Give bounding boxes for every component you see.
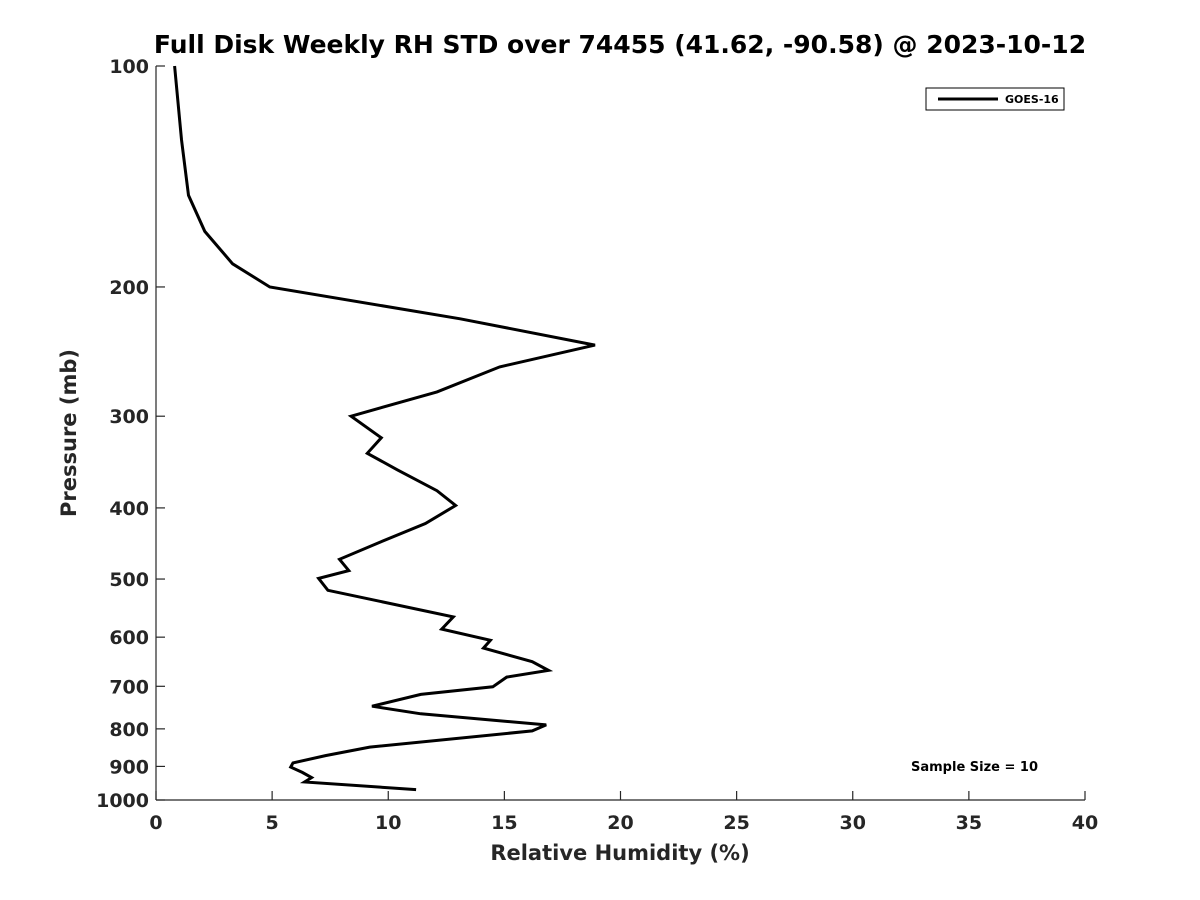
y-tick-label: 600 — [109, 627, 149, 649]
y-tick-label: 700 — [109, 676, 149, 698]
chart-title: Full Disk Weekly RH STD over 74455 (41.6… — [154, 30, 1086, 59]
x-axis-label: Relative Humidity (%) — [490, 841, 749, 865]
x-tick-label: 40 — [1072, 812, 1098, 834]
y-tick-label: 900 — [109, 756, 149, 778]
y-tick-label: 800 — [109, 719, 149, 741]
y-ticks: 100 200 300 400 500 600 700 800 900 1000 — [96, 56, 165, 812]
x-tick-label: 10 — [375, 812, 401, 834]
x-tick-label: 5 — [266, 812, 279, 834]
x-tick-label: 15 — [491, 812, 517, 834]
y-axis-label: Pressure (mb) — [57, 349, 81, 517]
x-tick-label: 0 — [149, 812, 162, 834]
y-tick-label: 300 — [109, 406, 149, 428]
legend-label-goes16: GOES-16 — [1005, 93, 1059, 106]
y-tick-label: 500 — [109, 569, 149, 591]
axes — [155, 66, 1085, 801]
x-tick-label: 20 — [607, 812, 633, 834]
legend: GOES-16 — [925, 87, 1065, 111]
x-ticks: 0 5 10 15 20 25 30 35 40 — [149, 791, 1098, 834]
y-tick-label: 200 — [109, 277, 149, 299]
series-layer — [173, 65, 596, 792]
series-line-goes16 — [173, 65, 596, 792]
y-tick-label: 1000 — [96, 790, 149, 812]
y-tick-label: 400 — [109, 498, 149, 520]
x-tick-label: 25 — [723, 812, 749, 834]
x-tick-label: 35 — [956, 812, 982, 834]
y-tick-label: 100 — [109, 56, 149, 78]
sample-size-annotation: Sample Size = 10 — [911, 760, 1038, 775]
x-tick-label: 30 — [840, 812, 866, 834]
